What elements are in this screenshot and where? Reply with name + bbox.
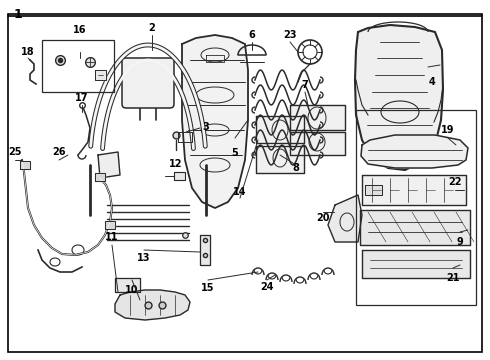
- Text: 26: 26: [52, 147, 66, 157]
- Text: 16: 16: [73, 25, 87, 35]
- Text: 3: 3: [203, 122, 209, 132]
- Text: 14: 14: [233, 187, 247, 197]
- Text: 19: 19: [441, 125, 455, 135]
- Polygon shape: [200, 235, 210, 265]
- Text: 13: 13: [137, 253, 151, 263]
- Polygon shape: [182, 35, 248, 208]
- Text: 1: 1: [14, 8, 23, 21]
- Polygon shape: [105, 221, 115, 229]
- Text: 15: 15: [201, 283, 215, 293]
- Polygon shape: [355, 25, 443, 170]
- Text: 12: 12: [169, 159, 183, 169]
- FancyBboxPatch shape: [122, 58, 174, 108]
- Text: 11: 11: [105, 232, 119, 242]
- Polygon shape: [290, 132, 345, 155]
- Polygon shape: [290, 105, 345, 130]
- Polygon shape: [256, 146, 304, 173]
- Polygon shape: [328, 195, 362, 242]
- Polygon shape: [115, 278, 140, 292]
- Text: 7: 7: [302, 80, 308, 90]
- Polygon shape: [362, 175, 466, 205]
- Text: 24: 24: [260, 282, 274, 292]
- Polygon shape: [115, 290, 190, 320]
- Polygon shape: [95, 173, 105, 181]
- Polygon shape: [174, 172, 185, 180]
- Bar: [42, 40, 114, 92]
- Text: 10: 10: [125, 285, 139, 295]
- Text: 5: 5: [232, 148, 238, 158]
- Polygon shape: [361, 135, 468, 168]
- Text: 23: 23: [283, 30, 297, 40]
- Polygon shape: [360, 210, 470, 245]
- Text: 9: 9: [457, 237, 464, 247]
- Polygon shape: [95, 70, 106, 80]
- Text: 21: 21: [446, 273, 460, 283]
- Polygon shape: [365, 185, 382, 195]
- Text: 2: 2: [148, 23, 155, 33]
- Text: 20: 20: [316, 213, 330, 223]
- Text: 18: 18: [21, 47, 35, 57]
- Text: 25: 25: [8, 147, 22, 157]
- Text: 6: 6: [248, 30, 255, 40]
- Polygon shape: [362, 250, 470, 278]
- Text: 4: 4: [429, 77, 436, 87]
- Polygon shape: [98, 152, 120, 178]
- Polygon shape: [256, 116, 304, 143]
- Bar: [356, 110, 476, 305]
- Text: 17: 17: [75, 93, 89, 103]
- Text: 22: 22: [448, 177, 462, 187]
- Polygon shape: [20, 161, 30, 169]
- Text: 8: 8: [293, 163, 299, 173]
